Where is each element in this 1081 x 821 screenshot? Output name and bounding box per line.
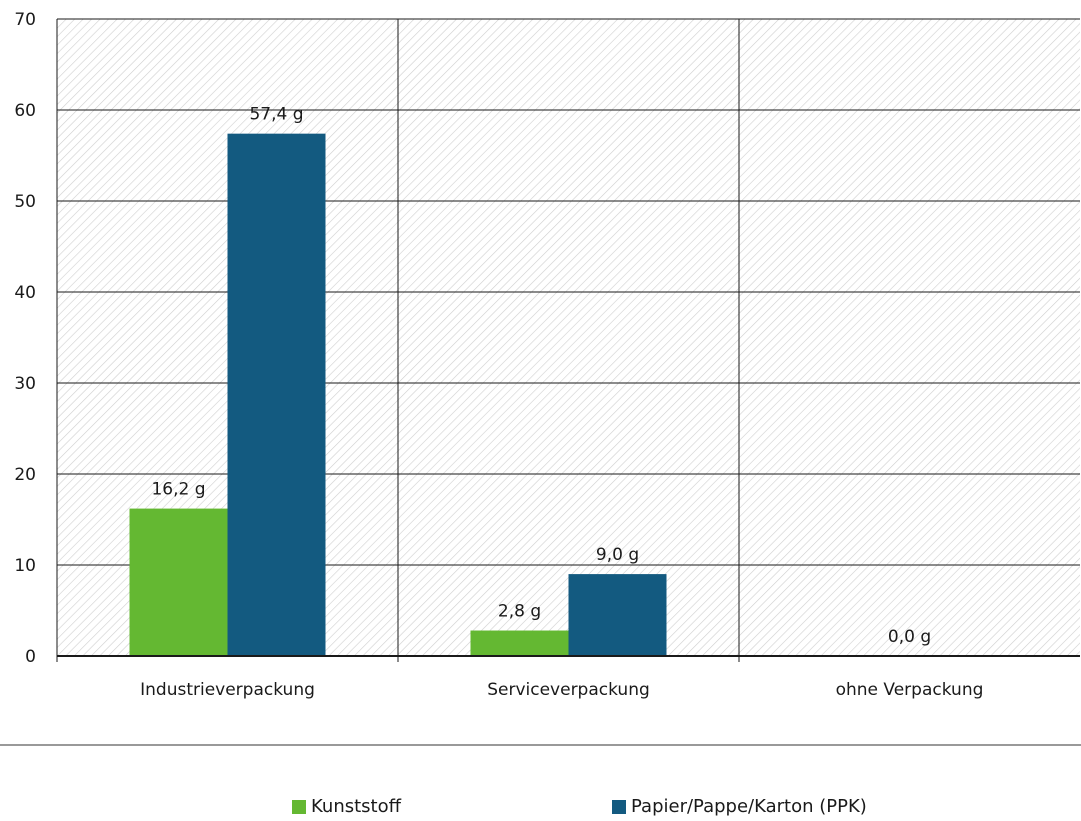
y-tick-label-0: 0 [25,647,36,667]
y-tick-label-70: 70 [14,10,36,30]
x-category-label: ohne Verpackung [836,680,984,700]
bar-Industrieverpackung-0 [129,508,228,656]
y-tick-label-40: 40 [14,283,36,303]
y-tick-label-60: 60 [14,101,36,121]
y-tick-label-30: 30 [14,374,36,394]
data-label-Industrieverpackung-0: 16,2 g [151,480,205,500]
x-category-label: Serviceverpackung [487,680,650,700]
legend-swatch-kunststoff [292,799,306,814]
bar-Serviceverpackung-1 [568,574,667,656]
legend-item-kunststoff: Kunststoff [292,796,401,817]
data-label-ohne Verpackung: 0,0 g [888,627,931,647]
legend-swatch-ppk [612,799,626,814]
bar-Industrieverpackung-1 [227,133,326,656]
y-axis: 0 10 20 30 40 50 60 70 [14,10,58,667]
legend-item-ppk: Papier/Pappe/Karton (PPK) [612,796,867,817]
y-tick-label-10: 10 [14,556,36,576]
y-tick-label-20: 20 [14,465,36,485]
data-labels: 16,2 g 57,4 g 2,8 g 9,0 g 0,0 g [151,105,931,647]
x-category-label: Industrieverpackung [140,680,315,700]
data-label-Serviceverpackung-1: 9,0 g [596,545,639,565]
x-axis: Industrieverpackung Serviceverpackung ohne… [56,655,1080,700]
data-label-Serviceverpackung-0: 2,8 g [498,602,541,622]
bar-Serviceverpackung-0 [470,630,569,656]
bars [129,133,667,656]
data-label-Industrieverpackung-1: 57,4 g [249,105,303,125]
legend: Kunststoff Papier/Pappe/Karton (PPK) [0,796,1081,820]
legend-label-kunststoff: Kunststoff [311,796,402,817]
y-tick-label-50: 50 [14,192,36,212]
legend-label-ppk: Papier/Pappe/Karton (PPK) [631,796,867,817]
